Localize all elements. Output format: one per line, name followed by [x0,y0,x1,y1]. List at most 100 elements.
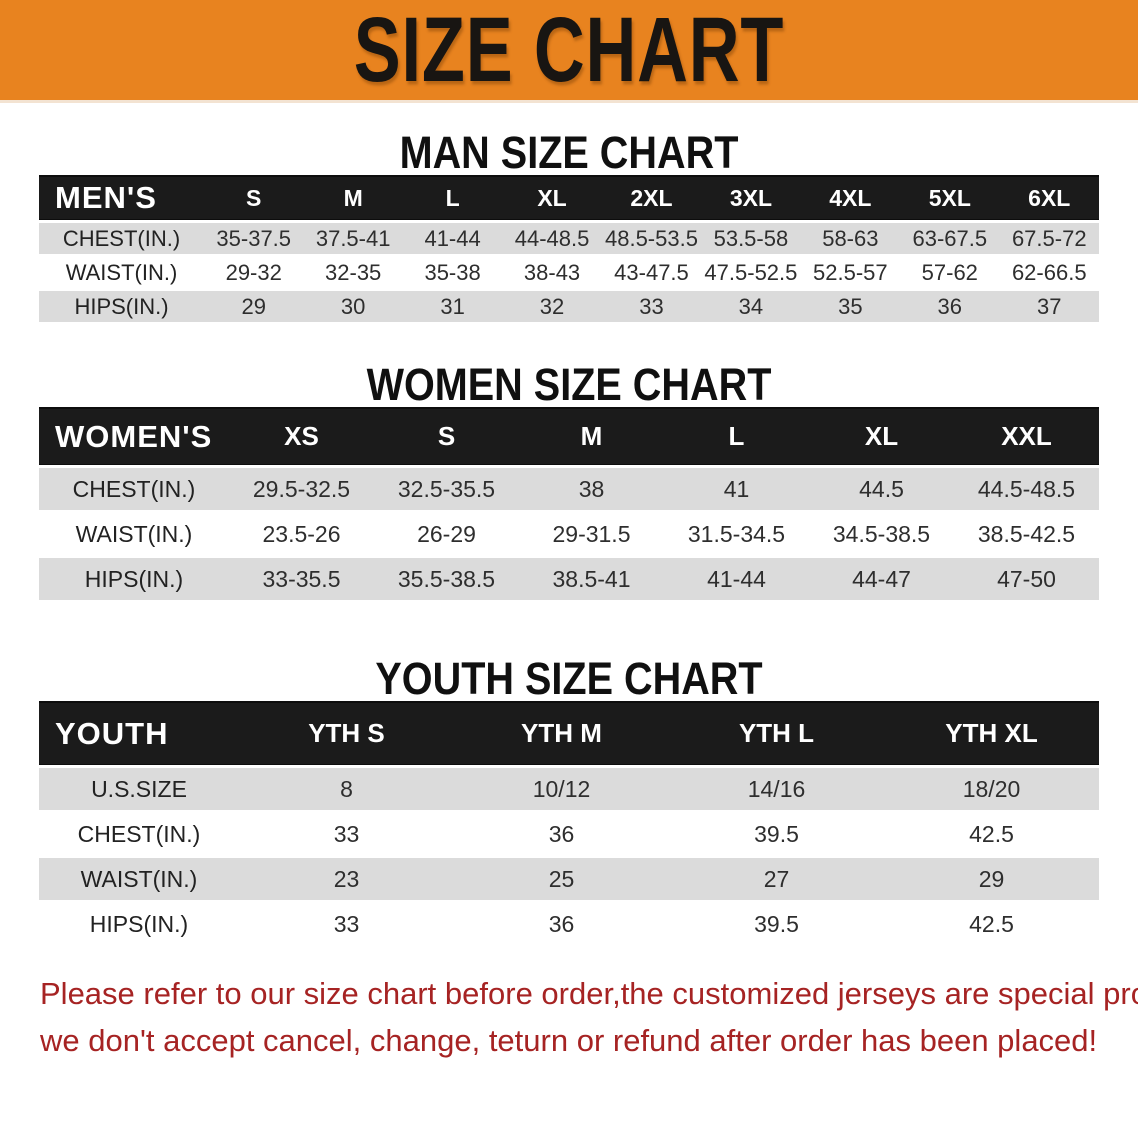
table-corner-label: WOMEN'S [39,407,229,465]
size-value-cell: 29-32 [204,254,304,288]
size-column-header: YTH L [669,701,884,765]
size-value-cell: 34.5-38.5 [809,510,954,555]
youth-size-table: YOUTH YTH S YTH M YTH L YTH XL U.S.SIZE 8 10/12… [39,701,1099,945]
men-size-table: MEN'S S M L XL 2XL 3XL 4XL 5XL 6XL CHEST(IN.) 35-37… [39,175,1099,322]
size-value-cell: 29 [884,855,1099,900]
size-value-cell: 47.5-52.5 [701,254,801,288]
table-row: HIPS(IN.) 33 36 39.5 42.5 [39,900,1099,945]
disclaimer-text: Please refer to our size chart before or… [40,971,1138,1064]
size-value-cell: 58-63 [800,220,901,254]
table-row: U.S.SIZE 8 10/12 14/16 18/20 [39,765,1099,810]
size-value-cell: 32.5-35.5 [374,465,519,510]
disclaimer-line-1: Please refer to our size chart before or… [40,976,1138,1011]
size-value-cell: 62-66.5 [999,254,1099,288]
size-value-cell: 34 [701,288,801,322]
size-value-cell: 47-50 [954,555,1099,600]
size-value-cell: 27 [669,855,884,900]
size-value-cell: 33 [601,288,702,322]
page-title: SIZE CHART [353,0,785,101]
size-value-cell: 23 [239,855,454,900]
size-value-cell: 38 [519,465,664,510]
size-value-cell: 32 [502,288,602,322]
size-value-cell: 41-44 [402,220,503,254]
size-value-cell: 37 [999,288,1099,322]
row-label: WAIST(IN.) [39,254,204,288]
size-value-cell: 35-37.5 [204,220,304,254]
row-label: HIPS(IN.) [39,288,204,322]
size-value-cell: 26-29 [374,510,519,555]
size-value-cell: 35.5-38.5 [374,555,519,600]
size-column-header: YTH M [454,701,669,765]
size-value-cell: 39.5 [669,900,884,945]
size-value-cell: 29-31.5 [519,510,664,555]
size-column-header: S [204,175,304,220]
table-header-row: YOUTH YTH S YTH M YTH L YTH XL [39,701,1099,765]
size-value-cell: 57-62 [900,254,1000,288]
disclaimer-line-2: we don't accept cancel, change, teturn o… [40,1022,1098,1058]
size-value-cell: 33 [239,810,454,855]
table-row: WAIST(IN.) 23 25 27 29 [39,855,1099,900]
size-value-cell: 63-67.5 [900,220,1000,254]
size-value-cell: 38-43 [502,254,602,288]
size-column-header: S [374,407,519,465]
size-value-cell: 53.5-58 [701,220,801,254]
size-column-header: 5XL [900,175,1000,220]
size-column-header: L [402,175,503,220]
size-value-cell: 36 [454,810,669,855]
size-value-cell: 42.5 [884,810,1099,855]
size-column-header: XL [502,175,602,220]
size-value-cell: 42.5 [884,900,1099,945]
row-label: WAIST(IN.) [39,510,229,555]
banner: SIZE CHART [0,0,1138,103]
size-value-cell: 39.5 [669,810,884,855]
size-value-cell: 37.5-41 [303,220,403,254]
size-value-cell: 35-38 [402,254,503,288]
table-row: WAIST(IN.) 29-32 32-35 35-38 38-43 43-47.5 47.… [39,254,1099,288]
size-value-cell: 35 [800,288,901,322]
size-value-cell: 44.5 [809,465,954,510]
table-row: HIPS(IN.) 33-35.5 35.5-38.5 38.5-41 41-44 44-… [39,555,1099,600]
size-value-cell: 31 [402,288,503,322]
size-value-cell: 30 [303,288,403,322]
size-value-cell: 8 [239,765,454,810]
table-row: CHEST(IN.) 35-37.5 37.5-41 41-44 44-48.5 48.5… [39,220,1099,254]
size-value-cell: 44-47 [809,555,954,600]
size-column-header: 3XL [701,175,801,220]
size-value-cell: 25 [454,855,669,900]
men-section-heading: MAN SIZE CHART [399,127,739,178]
table-row: WAIST(IN.) 23.5-26 26-29 29-31.5 31.5-34.5 34… [39,510,1099,555]
size-value-cell: 23.5-26 [229,510,374,555]
size-value-cell: 32-35 [303,254,403,288]
size-value-cell: 33-35.5 [229,555,374,600]
women-section-heading: WOMEN SIZE CHART [366,359,772,410]
size-value-cell: 31.5-34.5 [664,510,809,555]
size-value-cell: 43-47.5 [601,254,702,288]
table-row: CHEST(IN.) 29.5-32.5 32.5-35.5 38 41 44.5 44.5… [39,465,1099,510]
size-column-header: XXL [954,407,1099,465]
size-value-cell: 29 [204,288,304,322]
size-value-cell: 41 [664,465,809,510]
size-column-header: 6XL [999,175,1099,220]
women-size-table: WOMEN'S XS S M L XL XXL CHEST(IN.) 29.5-32.5 32.5… [39,407,1099,600]
row-label: HIPS(IN.) [39,900,239,945]
size-value-cell: 36 [454,900,669,945]
size-value-cell: 52.5-57 [800,254,901,288]
table-header-row: WOMEN'S XS S M L XL XXL [39,407,1099,465]
size-column-header: 4XL [800,175,901,220]
size-value-cell: 33 [239,900,454,945]
youth-section-heading: YOUTH SIZE CHART [375,653,763,704]
size-value-cell: 44.5-48.5 [954,465,1099,510]
table-corner-label: YOUTH [39,701,239,765]
size-column-header: M [519,407,664,465]
row-label: CHEST(IN.) [39,220,204,254]
size-column-header: M [303,175,403,220]
row-label: HIPS(IN.) [39,555,229,600]
row-label: CHEST(IN.) [39,810,239,855]
size-value-cell: 67.5-72 [999,220,1099,254]
size-value-cell: 14/16 [669,765,884,810]
table-row: CHEST(IN.) 33 36 39.5 42.5 [39,810,1099,855]
table-row: HIPS(IN.) 29 30 31 32 33 34 35 36 37 [39,288,1099,322]
size-column-header: 2XL [601,175,702,220]
table-header-row: MEN'S S M L XL 2XL 3XL 4XL 5XL 6XL [39,175,1099,220]
